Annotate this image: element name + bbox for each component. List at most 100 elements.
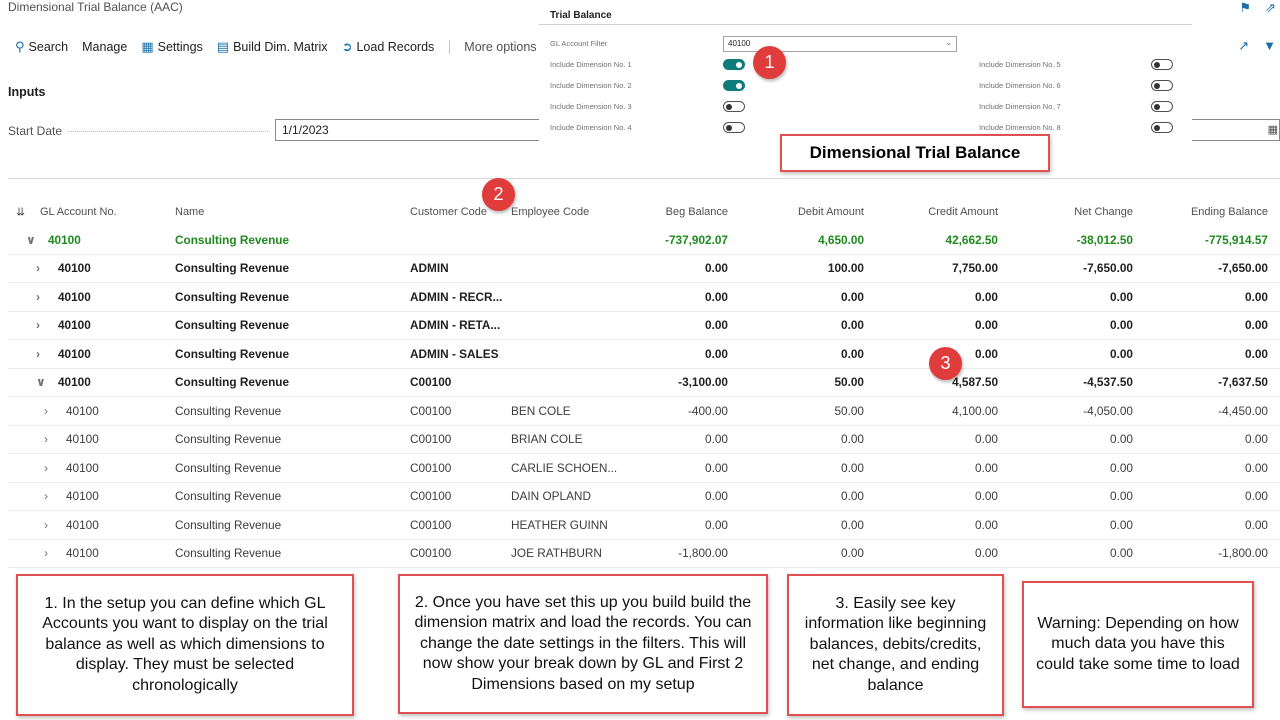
cell-ending-balance: 0.00 (1245, 460, 1268, 475)
cell-account: 40100 (66, 432, 99, 447)
grid-header-row: ⇊ GL Account No. Name Customer Code Empl… (8, 198, 1280, 226)
cell-net-change: 0.00 (1110, 517, 1133, 532)
more-options-button[interactable]: More options (449, 40, 543, 54)
cell-employee-code: DAIN OPLAND (511, 489, 591, 504)
cell-net-change: 0.00 (1110, 489, 1133, 504)
search-button[interactable]: ⚲ Search (8, 39, 75, 55)
include-dimension-toggle[interactable] (1151, 101, 1173, 112)
manage-label: Manage (82, 40, 128, 54)
share-icon[interactable]: ↗ (1238, 38, 1250, 53)
cell-name: Consulting Revenue (175, 232, 290, 247)
chevron-down-icon[interactable]: ⌄ (945, 38, 952, 47)
cell-ending-balance: 0.00 (1245, 346, 1268, 361)
cell-beg-balance: 0.00 (705, 261, 728, 276)
expand-chevron-icon[interactable]: › (44, 403, 48, 418)
col-header-account[interactable]: GL Account No. (40, 206, 117, 218)
include-dimension-toggle[interactable] (723, 101, 745, 112)
include-dimension-toggle[interactable] (1151, 59, 1173, 70)
table-row[interactable]: › 40100 Consulting Revenue ADMIN - SALES 0.0… (8, 340, 1280, 369)
cell-name: Consulting Revenue (175, 289, 290, 304)
include-dimension-toggle[interactable] (723, 59, 745, 70)
expand-chevron-icon[interactable]: › (44, 517, 48, 532)
table-row[interactable]: › 40100 Consulting Revenue ADMIN 0.00 100.00 7… (8, 255, 1280, 283)
expand-chevron-icon[interactable]: › (44, 432, 48, 447)
load-records-button[interactable]: ➲ Load Records (335, 39, 442, 55)
header-icons: ⚑ ⇗ (1239, 0, 1276, 16)
cell-credit-amount: 42,662.50 (945, 232, 998, 247)
cell-beg-balance: -737,902.07 (665, 232, 728, 247)
gl-account-filter-input[interactable]: 40100 ⌄ (723, 36, 957, 52)
load-icon: ➲ (341, 39, 353, 54)
include-dimension-label: Include Dimension No. 4 (550, 123, 632, 132)
cell-name: Consulting Revenue (175, 261, 290, 276)
table-row[interactable]: ∨ 40100 Consulting Revenue -737,902.07 4,650… (8, 226, 1280, 255)
cell-name: Consulting Revenue (175, 432, 282, 447)
cell-beg-balance: 0.00 (705, 318, 728, 333)
col-header-customer[interactable]: Customer Code (410, 206, 488, 218)
settings-icon: ▦ (141, 39, 154, 54)
table-row[interactable]: ∨ 40100 Consulting Revenue C00100 -3,100.00 5… (8, 369, 1280, 397)
table-row[interactable]: › 40100 Consulting Revenue ADMIN - RECR... 0… (8, 283, 1280, 312)
expand-chevron-icon[interactable]: › (36, 346, 40, 361)
cell-credit-amount: 0.00 (975, 346, 998, 361)
collapse-chevron-icon[interactable]: ∨ (36, 375, 46, 390)
search-label: Search (28, 40, 69, 54)
table-row[interactable]: › 40100 Consulting Revenue C00100 CARLIE SCH… (8, 454, 1280, 483)
table-row[interactable]: › 40100 Consulting Revenue C00100 HEATHER GU… (8, 511, 1280, 540)
cell-ending-balance: -775,914.57 (1205, 232, 1268, 247)
cell-credit-amount: 0.00 (975, 432, 998, 447)
list-icons: ↗ ▼ (1238, 38, 1276, 54)
expand-chevron-icon[interactable]: › (44, 489, 48, 504)
cell-debit-amount: 0.00 (841, 546, 864, 561)
settings-button[interactable]: ▦ Settings (134, 39, 209, 55)
expand-chevron-icon[interactable]: › (36, 318, 40, 333)
cell-net-change: 0.00 (1110, 546, 1133, 561)
col-header-net-change[interactable]: Net Change (1074, 206, 1133, 218)
cell-beg-balance: 0.00 (705, 432, 728, 447)
cell-ending-balance: -4,450.00 (1218, 403, 1268, 418)
table-row[interactable]: › 40100 Consulting Revenue C00100 DAIN OPLAN… (8, 483, 1280, 511)
col-header-employee[interactable]: Employee Code (511, 206, 590, 218)
collapse-all-icon[interactable]: ⇊ (16, 206, 26, 219)
filter-icon[interactable]: ▼ (1263, 38, 1276, 53)
callout-badge-1: 1 (753, 46, 786, 79)
cell-account: 40100 (58, 261, 91, 276)
cell-net-change: 0.00 (1110, 289, 1133, 304)
include-dimension-label: Include Dimension No. 2 (550, 81, 632, 90)
col-header-debit[interactable]: Debit Amount (797, 206, 864, 218)
expand-chevron-icon[interactable]: › (44, 546, 48, 561)
cell-name: Consulting Revenue (175, 346, 290, 361)
include-dimension-toggle[interactable] (723, 122, 745, 133)
cell-account: 40100 (66, 546, 99, 561)
open-new-window-icon[interactable]: ⇗ (1265, 0, 1276, 15)
include-dimension-toggle[interactable] (1151, 122, 1173, 133)
cell-debit-amount: 0.00 (841, 489, 864, 504)
cell-ending-balance: 0.00 (1245, 318, 1268, 333)
manage-button[interactable]: Manage (75, 40, 134, 54)
col-header-beg-balance[interactable]: Beg Balance (665, 206, 728, 218)
cell-credit-amount: 4,100.00 (952, 403, 998, 418)
cell-beg-balance: -3,100.00 (678, 375, 728, 390)
bookmark-icon[interactable]: ⚑ (1239, 0, 1252, 15)
calendar-icon[interactable]: ▦ (1267, 124, 1278, 136)
cell-beg-balance: 0.00 (705, 289, 728, 304)
cell-beg-balance: -400.00 (687, 403, 728, 418)
expand-chevron-icon[interactable]: › (36, 261, 40, 276)
include-dimension-toggle[interactable] (723, 80, 745, 91)
collapse-chevron-icon[interactable]: ∨ (26, 232, 36, 247)
expand-chevron-icon[interactable]: › (44, 460, 48, 475)
cell-net-change: 0.00 (1110, 432, 1133, 447)
col-header-ending-balance[interactable]: Ending Balance (1190, 206, 1268, 218)
col-header-credit[interactable]: Credit Amount (928, 206, 998, 218)
expand-chevron-icon[interactable]: › (36, 289, 40, 304)
include-dimension-toggle[interactable] (1151, 80, 1173, 91)
col-header-name[interactable]: Name (175, 206, 205, 218)
cell-name: Consulting Revenue (175, 546, 282, 561)
cell-credit-amount: 0.00 (975, 460, 998, 475)
table-row[interactable]: › 40100 Consulting Revenue C00100 BRIAN COLE… (8, 426, 1280, 454)
table-row[interactable]: › 40100 Consulting Revenue C00100 JOE RATHBU… (8, 540, 1280, 568)
table-row[interactable]: › 40100 Consulting Revenue C00100 BEN COLE -4… (8, 397, 1280, 426)
build-dim-matrix-button[interactable]: ▤ Build Dim. Matrix (210, 39, 335, 55)
more-options-label: More options (464, 40, 537, 54)
table-row[interactable]: › 40100 Consulting Revenue ADMIN - RETA... 0… (8, 312, 1280, 340)
